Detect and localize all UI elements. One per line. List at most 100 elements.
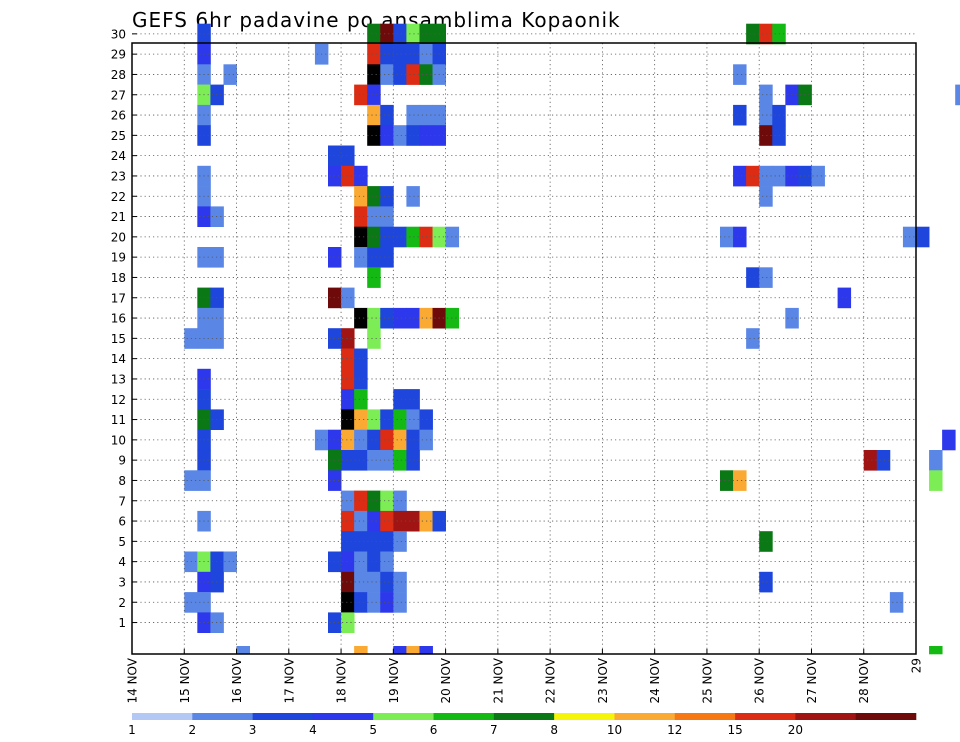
data-cell [354, 429, 368, 451]
y-tick-label: 5 [118, 535, 126, 549]
data-cell [733, 104, 747, 126]
x-tick-label: 20 NOV [439, 657, 453, 703]
y-axis: 1234567891011121314151617181920212223242… [111, 27, 137, 630]
data-cell [354, 348, 368, 370]
data-cell [746, 23, 760, 45]
data-cell [341, 612, 355, 633]
data-cell [367, 450, 381, 471]
data-cell [759, 23, 773, 45]
data-cell [341, 287, 355, 309]
data-cell [380, 206, 394, 227]
data-cell [367, 328, 381, 349]
data-cell [341, 592, 355, 613]
data-cell [341, 165, 355, 187]
legend-swatch [614, 713, 676, 720]
data-cell [380, 409, 394, 430]
data-cell [406, 104, 420, 126]
gridlines [132, 33, 916, 654]
x-tick-label: 23 NOV [596, 657, 610, 703]
data-cell [916, 226, 930, 248]
y-tick-label: 16 [111, 312, 126, 326]
data-cell [733, 64, 747, 85]
data-cell [341, 510, 355, 532]
data-cell [367, 125, 381, 146]
y-tick-label: 30 [111, 27, 126, 41]
data-cell [380, 429, 394, 451]
y-tick-label: 26 [111, 109, 126, 123]
data-cell [367, 409, 381, 430]
data-cell [354, 510, 368, 532]
data-cell [341, 409, 355, 430]
legend-swatch [493, 713, 555, 720]
plot-frame [131, 42, 917, 655]
data-cell [354, 368, 368, 390]
data-cell [354, 490, 368, 512]
legend-label: 20 [788, 723, 803, 737]
data-cell [367, 429, 381, 451]
data-cell [354, 592, 368, 613]
data-cell [393, 429, 407, 451]
y-tick-label: 2 [118, 596, 126, 610]
y-tick-label: 6 [118, 515, 126, 529]
x-tick-label: 15 NOV [178, 657, 192, 703]
data-cell [380, 592, 394, 613]
data-cell [354, 84, 368, 106]
data-cell [759, 125, 773, 146]
data-cell [341, 348, 355, 370]
data-cell [380, 64, 394, 85]
data-cell [341, 429, 355, 451]
color-legend: 1 2 3 4 5 6 7 8 10 12 15 20 [128, 713, 917, 737]
data-cell [811, 165, 825, 187]
data-cell [341, 450, 355, 471]
data-cell [367, 64, 381, 85]
data-cell [380, 104, 394, 126]
data-cell [733, 165, 747, 187]
legend-label: 10 [607, 723, 622, 737]
data-cell [354, 226, 368, 248]
data-cell [942, 429, 956, 451]
legend-swatch [132, 713, 193, 720]
data-cell [367, 490, 381, 512]
data-cell [759, 531, 773, 552]
data-cell [393, 23, 407, 45]
data-cell [354, 206, 368, 227]
x-tick-label: 17 NOV [282, 657, 296, 703]
data-cell [341, 389, 355, 410]
data-cell [406, 186, 420, 207]
data-cell [406, 409, 420, 430]
legend-swatch [735, 713, 796, 720]
legend-swatch [554, 713, 615, 720]
data-cell [759, 104, 773, 126]
data-cell [354, 571, 368, 593]
legend-label: 2 [188, 723, 196, 737]
data-cell [393, 226, 407, 248]
data-cell [393, 409, 407, 430]
data-cell [341, 490, 355, 512]
data-cell [367, 104, 381, 126]
data-cell [720, 226, 734, 248]
data-cell [393, 646, 407, 655]
data-cell [406, 23, 420, 45]
data-cell [354, 247, 368, 268]
data-cell [354, 551, 368, 573]
data-cell [367, 510, 381, 532]
legend-swatch [795, 713, 856, 720]
data-cell [341, 551, 355, 573]
legend-label: 8 [550, 723, 558, 737]
data-cell [380, 226, 394, 248]
data-cell [759, 165, 773, 187]
data-cell [393, 531, 407, 552]
y-tick-label: 7 [118, 494, 126, 508]
x-tick-label: 27 NOV [805, 657, 819, 703]
legend-swatch [674, 713, 736, 720]
x-tick-label: 21 NOV [491, 657, 505, 703]
legend-label: 5 [369, 723, 377, 737]
data-cell [367, 186, 381, 207]
x-tick-label: 28 NOV [857, 657, 871, 703]
y-tick-label: 25 [111, 129, 126, 143]
legend-label: 4 [309, 723, 317, 737]
data-cell [367, 226, 381, 248]
data-cell [406, 389, 420, 410]
y-tick-label: 18 [111, 271, 126, 285]
